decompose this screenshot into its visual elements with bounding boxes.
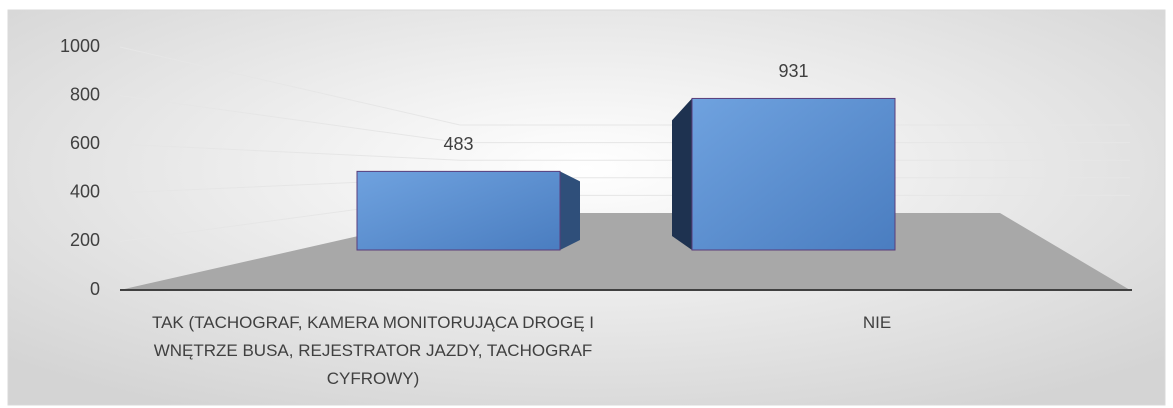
y-tick-label: 600 (70, 133, 100, 153)
data-label: 931 (778, 61, 808, 81)
y-tick-label: 0 (90, 279, 100, 299)
x-tick-label: NIE (862, 313, 892, 332)
bar (356, 170, 561, 251)
y-tick-label: 400 (70, 182, 100, 202)
bar-side (672, 98, 692, 250)
bar (691, 97, 896, 251)
grid-line (119, 46, 1130, 126)
y-tick-label: 200 (70, 230, 100, 250)
chart-background (7, 9, 1166, 406)
x-tick-label: TAK (TACHOGRAF, KAMERA MONITORUJĄCA DROG… (151, 313, 595, 388)
grid-line (119, 95, 1130, 144)
y-tick-label: 1000 (60, 36, 100, 56)
y-tick-label: 800 (70, 84, 100, 104)
data-label: 483 (443, 134, 473, 154)
bar-side (560, 171, 580, 250)
grid-line (119, 143, 1130, 161)
